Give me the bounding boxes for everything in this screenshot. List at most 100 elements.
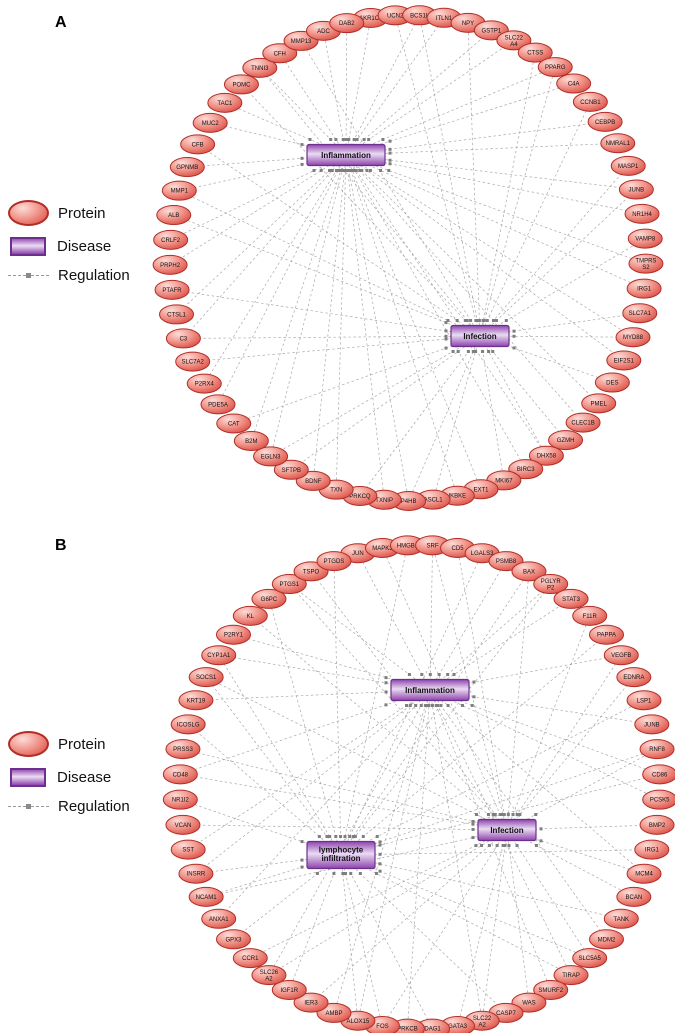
- protein-node[interactable]: IGF1R: [271, 979, 307, 1000]
- protein-node[interactable]: SLC22 A4: [496, 30, 532, 51]
- protein-node[interactable]: BAX: [511, 561, 547, 582]
- protein-node[interactable]: MUC2: [192, 112, 228, 133]
- protein-node[interactable]: TAC1: [207, 92, 243, 113]
- protein-node[interactable]: NMRAL1: [600, 133, 636, 154]
- protein-node[interactable]: CCNB1: [572, 91, 608, 112]
- protein-node[interactable]: NR1H4: [624, 203, 660, 224]
- protein-node[interactable]: CTSL1: [159, 304, 195, 325]
- protein-node[interactable]: CFH: [262, 43, 298, 64]
- protein-node[interactable]: SLC7A2: [175, 351, 211, 372]
- disease-node-infection[interactable]: Infection: [450, 324, 510, 348]
- protein-node[interactable]: RNF8: [639, 739, 675, 760]
- protein-node[interactable]: PAPPA: [589, 624, 625, 645]
- protein-node-label: GPX3: [225, 937, 242, 943]
- protein-node[interactable]: C3: [165, 328, 201, 349]
- protein-node[interactable]: MYD88: [615, 327, 651, 348]
- protein-node[interactable]: EGLN3: [253, 446, 289, 467]
- protein-node[interactable]: DES: [594, 372, 630, 393]
- protein-node[interactable]: MDM2: [589, 929, 625, 950]
- regulation-marker-icon: [492, 319, 496, 322]
- protein-node[interactable]: NR1I2: [162, 789, 198, 810]
- protein-node[interactable]: MCM4: [626, 863, 662, 884]
- protein-node[interactable]: MMP1: [161, 180, 197, 201]
- protein-node[interactable]: JUNB: [634, 714, 670, 735]
- protein-node[interactable]: CEBPB: [587, 111, 623, 132]
- protein-node[interactable]: IRG1: [626, 278, 662, 299]
- protein-node[interactable]: ALB: [156, 205, 192, 226]
- protein-node[interactable]: P2RY1: [215, 624, 251, 645]
- protein-node[interactable]: CD86: [642, 764, 675, 785]
- protein-node[interactable]: PCSK5: [642, 789, 675, 810]
- protein-node[interactable]: JUNB: [618, 179, 654, 200]
- protein-node[interactable]: CTSS: [517, 42, 553, 63]
- disease-node-inflammation[interactable]: Inflammation: [390, 678, 470, 702]
- protein-node[interactable]: SLC7A1: [622, 303, 658, 324]
- protein-node[interactable]: CCR1: [232, 948, 268, 969]
- disease-node-infection[interactable]: Infection: [477, 818, 537, 842]
- regulation-edge: [340, 571, 530, 856]
- protein-node[interactable]: SLC26 A2: [251, 965, 287, 986]
- protein-node[interactable]: POMC: [223, 74, 259, 95]
- protein-node[interactable]: GPX3: [215, 929, 251, 950]
- protein-node[interactable]: TMPRS S2: [628, 253, 664, 274]
- protein-node[interactable]: TNNI3: [242, 57, 278, 78]
- protein-node[interactable]: F11R: [572, 605, 608, 626]
- protein-node[interactable]: ANXA1: [201, 908, 237, 929]
- protein-node[interactable]: INSRR: [178, 863, 214, 884]
- protein-node[interactable]: P2RX4: [186, 373, 222, 394]
- protein-node[interactable]: PTGDS: [316, 551, 352, 572]
- protein-node[interactable]: VCAN: [165, 814, 201, 835]
- protein-node[interactable]: EDNRA: [616, 667, 652, 688]
- protein-node[interactable]: KL: [232, 605, 268, 626]
- protein-node[interactable]: BIRC3: [508, 459, 544, 480]
- protein-node[interactable]: MASP1: [610, 155, 646, 176]
- protein-node[interactable]: VAMP8: [627, 228, 663, 249]
- protein-node[interactable]: PTGS1: [271, 574, 307, 595]
- protein-node[interactable]: EIF2S1: [606, 350, 642, 371]
- protein-node[interactable]: ICOSLG: [170, 714, 206, 735]
- protein-node[interactable]: NCAM1: [188, 886, 224, 907]
- protein-node[interactable]: IRG1: [634, 839, 670, 860]
- protein-node[interactable]: SST: [170, 839, 206, 860]
- protein-node[interactable]: STAT3: [553, 588, 589, 609]
- protein-node[interactable]: PGLYR P2: [533, 574, 569, 595]
- protein-node[interactable]: B2M: [233, 430, 269, 451]
- protein-node[interactable]: SLC5A5: [572, 948, 608, 969]
- disease-node-inflammation[interactable]: Inflammation: [306, 143, 386, 167]
- protein-node[interactable]: SOCS1: [188, 667, 224, 688]
- protein-node[interactable]: PPARG: [537, 57, 573, 78]
- protein-node[interactable]: CD48: [162, 764, 198, 785]
- protein-node-label: TIRAP: [562, 973, 580, 979]
- protein-node[interactable]: DAB2: [329, 13, 365, 34]
- protein-node[interactable]: PRSS3: [165, 739, 201, 760]
- protein-node[interactable]: SFTPB: [273, 459, 309, 480]
- protein-node[interactable]: PMEL: [581, 393, 617, 414]
- protein-node[interactable]: UCN2: [377, 5, 413, 26]
- protein-node[interactable]: VEGFB: [603, 645, 639, 666]
- protein-node[interactable]: C4A: [556, 73, 592, 94]
- protein-node-label: G6PC: [261, 597, 278, 603]
- protein-node[interactable]: CYP1A1: [201, 645, 237, 666]
- protein-node[interactable]: CFB: [180, 134, 216, 155]
- protein-node[interactable]: CLEC1B: [565, 412, 601, 433]
- protein-node[interactable]: PRPH2: [152, 254, 188, 275]
- protein-node[interactable]: GZMH: [548, 430, 584, 451]
- protein-node[interactable]: TIRAP: [553, 965, 589, 986]
- protein-node[interactable]: CRLF2: [153, 229, 189, 250]
- protein-node[interactable]: IER3: [293, 992, 329, 1013]
- protein-node[interactable]: LSP1: [626, 690, 662, 711]
- protein-node[interactable]: PTAFR: [154, 279, 190, 300]
- protein-node[interactable]: DHX58: [528, 445, 564, 466]
- protein-node[interactable]: GPNMB: [169, 157, 205, 178]
- protein-node[interactable]: G6PC: [251, 588, 287, 609]
- protein-node[interactable]: SMURF2: [533, 979, 569, 1000]
- protein-node[interactable]: BCAN: [616, 886, 652, 907]
- protein-node[interactable]: TANK: [603, 908, 639, 929]
- disease-node-lymphocyte[interactable]: lymphocyte infiltration: [306, 840, 376, 870]
- protein-node[interactable]: PDE5A: [200, 394, 236, 415]
- protein-node[interactable]: CAT: [216, 413, 252, 434]
- protein-node[interactable]: KRT19: [178, 690, 214, 711]
- protein-node[interactable]: BMP2: [639, 814, 675, 835]
- legend-item-regulation: Regulation: [8, 798, 130, 815]
- protein-node-label: LGALS3: [471, 551, 494, 557]
